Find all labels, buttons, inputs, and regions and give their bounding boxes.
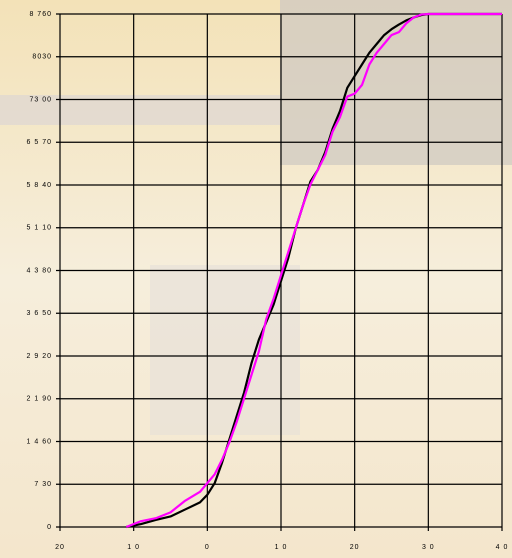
- y-tick-label: 1 4 60: [27, 438, 52, 445]
- y-tick-label: 8 760: [29, 11, 52, 18]
- y-tick-label: 6 5 70: [27, 139, 52, 146]
- y-tick-label: 5 8 40: [27, 182, 52, 189]
- photo-shade: [280, 0, 512, 165]
- x-tick-label: 20: [350, 544, 360, 551]
- y-tick-label: 73 00: [29, 96, 52, 103]
- x-tick-label: 1 0: [127, 544, 140, 551]
- y-tick-label: 7 30: [34, 481, 52, 488]
- x-tick-label: 0: [205, 544, 210, 551]
- y-tick-label: 5 1 10: [27, 225, 52, 232]
- y-tick-label: 4 3 80: [27, 267, 52, 274]
- x-tick-label: 4 0: [496, 544, 509, 551]
- y-tick-label: 3 6 50: [27, 310, 52, 317]
- y-tick-label: 2 1 90: [27, 396, 52, 403]
- x-tick-label: 3 0: [422, 544, 435, 551]
- x-tick-label: 20: [55, 544, 65, 551]
- y-tick-label: 0: [47, 524, 52, 531]
- x-tick-label: 1 0: [275, 544, 288, 551]
- y-tick-label: 2 9 20: [27, 353, 52, 360]
- series-line: [125, 12, 502, 529]
- y-tick-label: 8030: [32, 54, 52, 61]
